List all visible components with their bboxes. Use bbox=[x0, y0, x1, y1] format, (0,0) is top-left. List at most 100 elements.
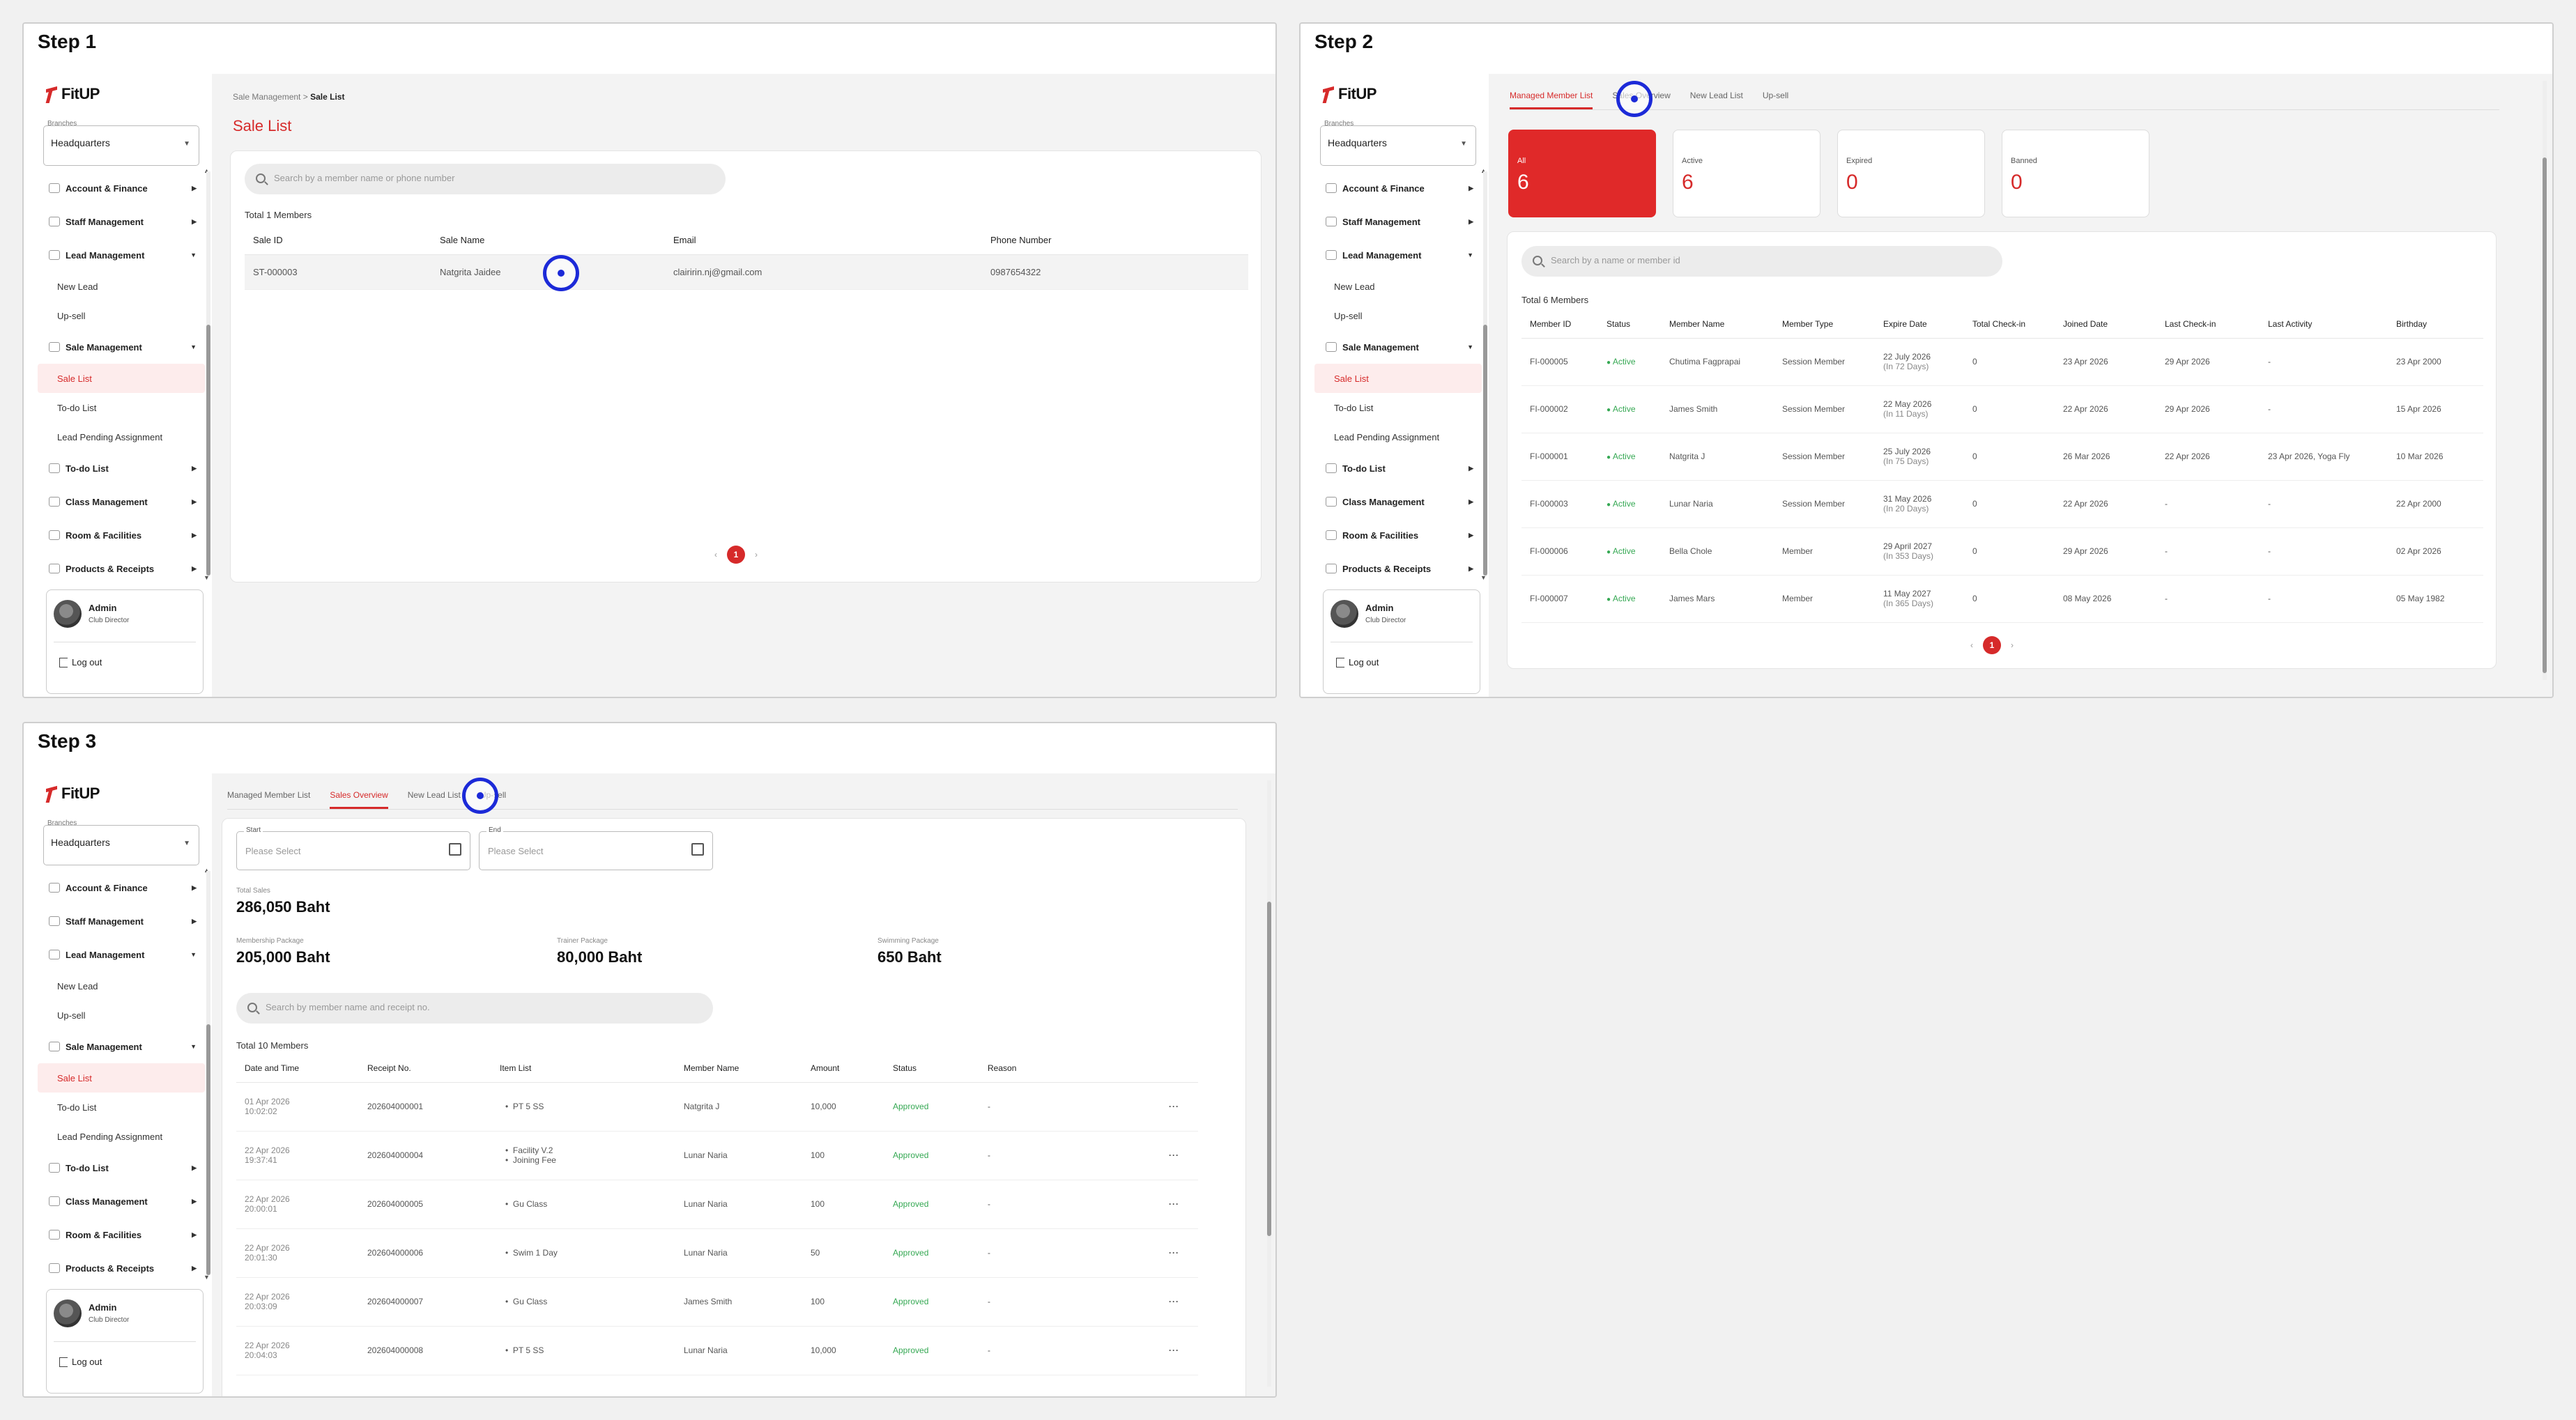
page-1-button[interactable]: 1 bbox=[1983, 636, 2001, 654]
end-date-field[interactable]: End Please Select bbox=[479, 826, 713, 870]
sidebar-item-room[interactable]: Room & Facilities ▶ bbox=[38, 518, 205, 552]
sidebar-subitem-lead-pending[interactable]: Lead Pending Assignment bbox=[57, 1131, 163, 1142]
sidebar-item-class[interactable]: Class Management ▶ bbox=[38, 1184, 205, 1218]
table-row[interactable]: 22 Apr 2026 20:01:30 202604000006 • Swim 1 … bbox=[236, 1228, 1198, 1278]
sidebar-item-account[interactable]: Account & Finance ▶ bbox=[1314, 171, 1482, 205]
scrollbar-thumb[interactable] bbox=[206, 325, 210, 576]
more-icon[interactable]: ··· bbox=[1169, 1199, 1179, 1209]
sidebar-item-account[interactable]: Account & Finance ▶ bbox=[38, 871, 205, 904]
scroll-up-icon[interactable]: ▲ bbox=[204, 867, 210, 874]
branch-select[interactable]: Headquarters ▼ bbox=[1320, 125, 1476, 166]
table-row[interactable]: 22 Apr 2026 20:03:09 202604000007 • Gu Clas… bbox=[236, 1277, 1198, 1327]
sidebar-item-lead[interactable]: Lead Management ▼ bbox=[38, 938, 205, 971]
more-icon[interactable]: ··· bbox=[1169, 1150, 1179, 1160]
sidebar-item-sale[interactable]: Sale Management ▼ bbox=[1314, 330, 1482, 364]
sidebar-item-staff[interactable]: Staff Management ▶ bbox=[38, 205, 205, 238]
calendar-icon[interactable] bbox=[449, 843, 461, 856]
logout-button[interactable]: Log out bbox=[59, 657, 102, 667]
calendar-icon[interactable] bbox=[691, 843, 704, 856]
sidebar-subitem-new-lead[interactable]: New Lead bbox=[57, 980, 98, 991]
tab-managed-member-list[interactable]: Managed Member List bbox=[227, 790, 311, 800]
sidebar-item-class[interactable]: Class Management ▶ bbox=[38, 485, 205, 518]
search-input[interactable]: Search by member name and receipt no. bbox=[236, 993, 713, 1024]
branch-select[interactable]: Headquarters ▼ bbox=[43, 825, 199, 865]
stat-card-expired[interactable]: Expired 0 bbox=[1837, 130, 1985, 217]
prev-page-icon[interactable]: ‹ bbox=[714, 550, 717, 559]
table-row[interactable]: 01 Apr 2026 10:02:02 202604000001 • PT 5 SS… bbox=[236, 1082, 1198, 1132]
page-1-button[interactable]: 1 bbox=[727, 546, 745, 564]
sidebar-item-todo[interactable]: To-do List ▶ bbox=[38, 1151, 205, 1184]
sidebar-item-room[interactable]: Room & Facilities ▶ bbox=[38, 1218, 205, 1251]
table-row[interactable]: FI-000005 Active Chutima FagprapaiSession … bbox=[1521, 338, 2483, 386]
next-page-icon[interactable]: › bbox=[755, 550, 758, 559]
search-input[interactable]: Search by a name or member id bbox=[1521, 246, 2002, 277]
scroll-down-icon[interactable]: ▼ bbox=[1480, 574, 1487, 581]
more-icon[interactable]: ··· bbox=[1169, 1345, 1179, 1355]
sidebar-subitem-todo[interactable]: To-do List bbox=[57, 1102, 97, 1113]
main-scrollbar[interactable] bbox=[1267, 780, 1271, 1387]
sidebar-subitem-sale-list[interactable]: Sale List bbox=[1314, 364, 1482, 393]
sidebar-subitem-new-lead[interactable]: New Lead bbox=[57, 281, 98, 292]
sidebar-item-class[interactable]: Class Management ▶ bbox=[1314, 485, 1482, 518]
stat-card-all[interactable]: All 6 bbox=[1508, 130, 1656, 217]
table-row[interactable]: ST-000003 Natgrita Jaidee clairirin.nj@g… bbox=[245, 254, 1248, 290]
scrollbar-thumb[interactable] bbox=[1267, 902, 1271, 1236]
sidebar-subitem-upsell[interactable]: Up-sell bbox=[57, 310, 86, 321]
logout-button[interactable]: Log out bbox=[59, 1357, 102, 1367]
prev-page-icon[interactable]: ‹ bbox=[1970, 640, 1973, 650]
scroll-down-icon[interactable]: ▼ bbox=[204, 1274, 210, 1281]
sidebar-scrollbar[interactable] bbox=[206, 171, 210, 576]
tab-new-lead-list[interactable]: New Lead List bbox=[407, 790, 461, 800]
sidebar-item-staff[interactable]: Staff Management ▶ bbox=[38, 904, 205, 938]
logout-button[interactable]: Log out bbox=[1336, 657, 1379, 667]
sidebar-item-account[interactable]: Account & Finance ▶ bbox=[38, 171, 205, 205]
main-scrollbar[interactable] bbox=[2543, 81, 2547, 680]
more-icon[interactable]: ··· bbox=[1169, 1248, 1179, 1258]
sidebar-subitem-sale-list[interactable]: Sale List bbox=[38, 1063, 205, 1093]
stat-card-banned[interactable]: Banned 0 bbox=[2002, 130, 2149, 217]
sidebar-item-lead[interactable]: Lead Management ▼ bbox=[1314, 238, 1482, 272]
sidebar-item-sale[interactable]: Sale Management ▼ bbox=[38, 330, 205, 364]
sidebar-item-todo[interactable]: To-do List ▶ bbox=[38, 452, 205, 485]
breadcrumb-parent[interactable]: Sale Management bbox=[233, 92, 301, 102]
start-date-field[interactable]: Start Please Select bbox=[236, 826, 470, 870]
sidebar-subitem-new-lead[interactable]: New Lead bbox=[1334, 281, 1375, 292]
sidebar-item-staff[interactable]: Staff Management ▶ bbox=[1314, 205, 1482, 238]
tab-sales-overview[interactable]: Sales Overview bbox=[330, 790, 388, 809]
sidebar-item-sale[interactable]: Sale Management ▼ bbox=[38, 1030, 205, 1063]
search-input[interactable]: Search by a member name or phone number bbox=[245, 164, 726, 194]
sidebar-subitem-upsell[interactable]: Up-sell bbox=[57, 1010, 86, 1021]
branch-select[interactable]: Headquarters ▼ bbox=[43, 125, 199, 166]
sidebar-item-todo[interactable]: To-do List ▶ bbox=[1314, 452, 1482, 485]
scroll-up-icon[interactable]: ▲ bbox=[1480, 167, 1487, 174]
sidebar-scrollbar[interactable] bbox=[206, 871, 210, 1275]
sidebar-item-lead[interactable]: Lead Management ▼ bbox=[38, 238, 205, 272]
sidebar-item-products[interactable]: Products & Receipts ▶ bbox=[38, 552, 205, 585]
scroll-up-icon[interactable]: ▲ bbox=[204, 167, 210, 174]
sidebar-subitem-lead-pending[interactable]: Lead Pending Assignment bbox=[1334, 431, 1440, 442]
table-row[interactable]: 22 Apr 2026 19:37:41 202604000004 • Facilit… bbox=[236, 1131, 1198, 1180]
sidebar-scrollbar[interactable] bbox=[1483, 171, 1487, 576]
sidebar-subitem-upsell[interactable]: Up-sell bbox=[1334, 310, 1363, 321]
more-icon[interactable]: ··· bbox=[1169, 1297, 1179, 1306]
next-page-icon[interactable]: › bbox=[2011, 640, 2014, 650]
scrollbar-thumb[interactable] bbox=[2543, 157, 2547, 673]
table-row[interactable]: 22 Apr 2026 20:00:01 202604000005 • Gu Clas… bbox=[236, 1180, 1198, 1229]
stat-card-active[interactable]: Active 6 bbox=[1673, 130, 1820, 217]
sidebar-item-room[interactable]: Room & Facilities ▶ bbox=[1314, 518, 1482, 552]
sidebar-subitem-todo[interactable]: To-do List bbox=[57, 402, 97, 413]
table-row[interactable]: 22 Apr 2026 20:04:03 202604000008 • PT 5 SS… bbox=[236, 1326, 1198, 1375]
scrollbar-thumb[interactable] bbox=[206, 1024, 210, 1275]
scrollbar-thumb[interactable] bbox=[1483, 325, 1487, 576]
sidebar-item-products[interactable]: Products & Receipts ▶ bbox=[1314, 552, 1482, 585]
more-icon[interactable]: ··· bbox=[1169, 1102, 1179, 1111]
sidebar-item-products[interactable]: Products & Receipts ▶ bbox=[38, 1251, 205, 1285]
scroll-down-icon[interactable]: ▼ bbox=[204, 574, 210, 581]
tab-new-lead-list[interactable]: New Lead List bbox=[1689, 91, 1743, 100]
sidebar-subitem-todo[interactable]: To-do List bbox=[1334, 402, 1374, 413]
